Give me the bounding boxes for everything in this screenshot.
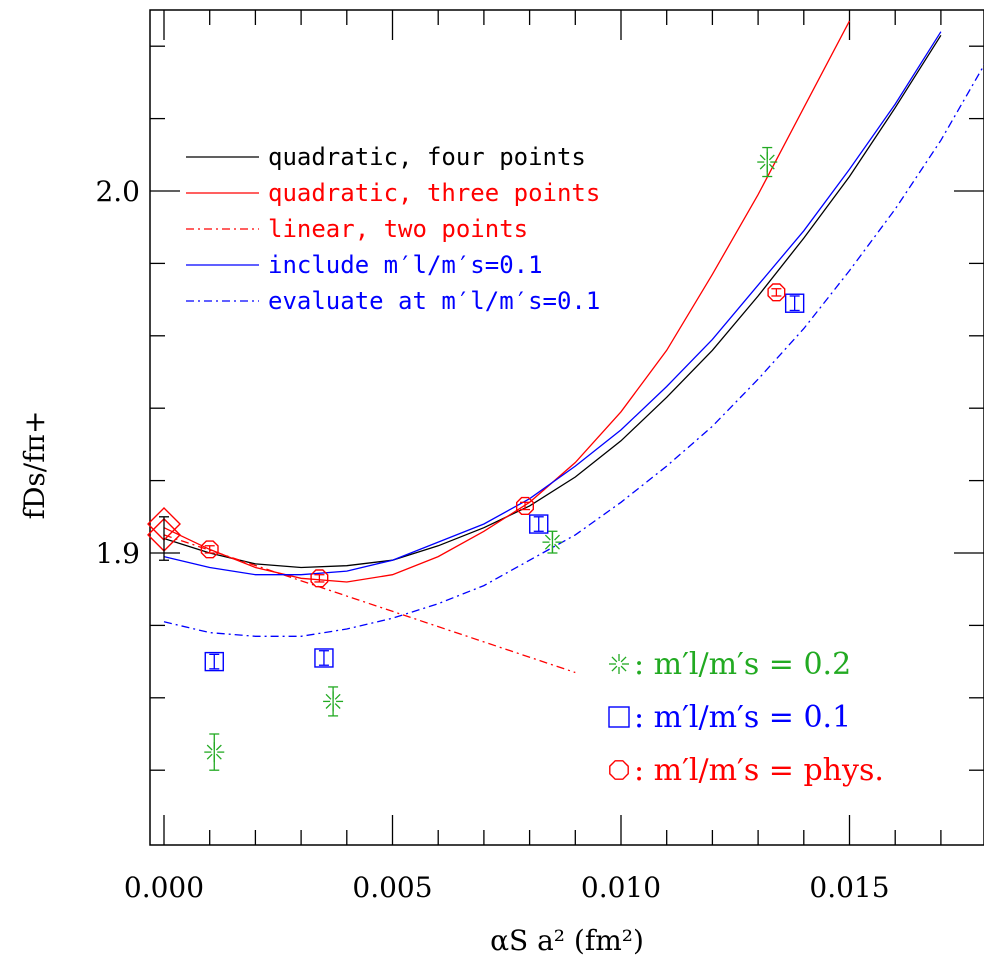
y-tick-label: 2.0	[95, 175, 140, 208]
x-tick-label: 0.005	[352, 871, 432, 904]
marker-legend-symbol-burst	[609, 654, 629, 674]
data-point-octagon	[200, 540, 219, 559]
fit-curves	[163, 20, 984, 674]
data-point-square	[204, 651, 224, 672]
y-axis-label: fDs/fπ+	[18, 411, 51, 520]
fit-line	[163, 63, 984, 637]
marker-legend: : m′l/m′s = 0.2 : m′l/m′s = 0.1 : m′l/m′s …	[608, 647, 884, 788]
data-point-burst	[323, 691, 344, 712]
fit-line	[163, 534, 576, 674]
legend-label: include m′l/m′s=0.1	[268, 251, 543, 279]
plot-border	[149, 9, 984, 846]
data-point-burst	[542, 532, 563, 553]
axis-ticks: 0.000 0.005 0.010 0.015 1.9 2.0	[95, 10, 984, 904]
data-point-octagon	[516, 496, 534, 515]
x-axis-label: αS a² (fm²)	[490, 924, 644, 957]
data-point-square	[784, 293, 805, 313]
legend-label: linear, two points	[268, 215, 528, 243]
marker-legend-label: : m′l/m′s = phys.	[634, 753, 884, 788]
fit-line	[163, 31, 942, 576]
y-tick-label: 1.9	[95, 537, 140, 570]
legend-label: evaluate at m′l/m′s=0.1	[268, 287, 600, 315]
legend-label: quadratic, three points	[268, 179, 600, 207]
marker-legend-label: : m′l/m′s = 0.2	[634, 647, 851, 682]
data-point-octagon	[310, 569, 329, 588]
legend: quadratic, four points quadratic, three p…	[186, 143, 600, 315]
x-tick-label: 0.000	[124, 871, 204, 904]
marker-legend-label: : m′l/m′s = 0.1	[634, 700, 851, 735]
legend-label: quadratic, four points	[268, 143, 586, 171]
data-point-square	[314, 648, 334, 668]
x-tick-label: 0.010	[581, 871, 661, 904]
data-point-octagon	[767, 283, 786, 302]
fit-line	[163, 34, 942, 569]
data-points	[147, 146, 805, 771]
data-point-burst	[757, 152, 778, 173]
plot-frame	[149, 9, 984, 846]
axis-labels: αS a² (fm²) fDs/fπ+	[18, 411, 644, 957]
x-tick-label: 0.015	[809, 871, 889, 904]
marker-legend-symbol-square	[608, 706, 630, 728]
data-point-square	[529, 514, 549, 534]
data-point-burst	[204, 742, 225, 763]
marker-legend-symbol-octagon	[609, 760, 629, 780]
